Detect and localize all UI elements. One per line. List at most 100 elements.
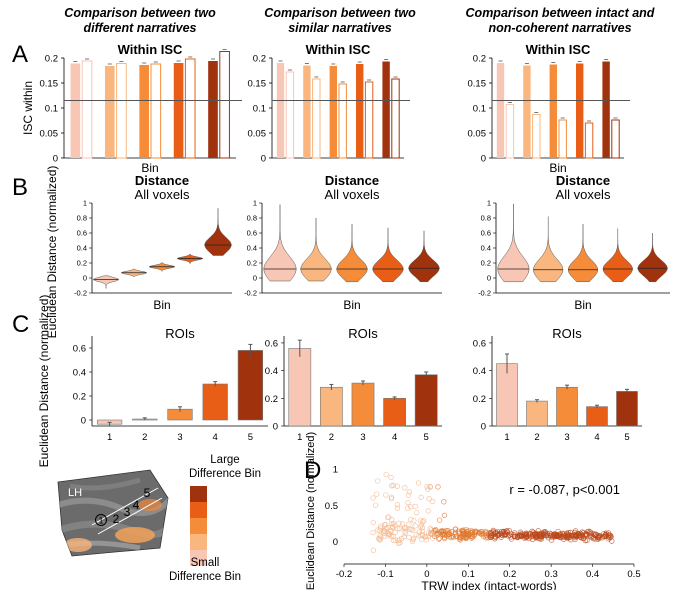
- x-tick-label: 0.4: [586, 569, 599, 580]
- scatter-point: [381, 528, 388, 534]
- y-tick-label: 0.05: [40, 129, 59, 140]
- panel-label-b: B: [12, 174, 28, 201]
- legend-swatch-4: [190, 502, 207, 518]
- scatter-point: [543, 532, 549, 539]
- y-tick-label: 0.2: [253, 54, 266, 65]
- chart-title: Within ISC: [526, 42, 591, 57]
- panel-label-a: A: [12, 41, 28, 68]
- scatter-point: [584, 537, 590, 544]
- y-tick-label: 0: [53, 154, 58, 165]
- scatter-point: [439, 528, 445, 535]
- y-tick-label: 0.15: [248, 79, 267, 90]
- scatter-point: [456, 536, 463, 542]
- x-tick-label: -0.2: [336, 569, 352, 580]
- scatter-point: [579, 532, 585, 539]
- scatter-point: [394, 483, 400, 489]
- column-title-3-line-2: non-coherent narratives: [488, 21, 631, 35]
- scatter-point: [370, 495, 376, 501]
- x-tick-label: 1: [504, 432, 509, 443]
- scatter-point: [386, 514, 392, 520]
- bar: [556, 386, 578, 427]
- scatter-point: [603, 531, 609, 538]
- scatter-point: [548, 537, 555, 543]
- scatter-point: [561, 536, 567, 542]
- y-tick-label: 1: [253, 199, 257, 208]
- x-tick-label: 1: [107, 432, 112, 443]
- roi-number-5: 5: [144, 486, 151, 500]
- chart-title: Distance: [135, 173, 189, 188]
- roi-bar-chart-noncoherent: 0 0.2 0.4 0.6 ROIs 1 2 3 4 5: [473, 326, 642, 443]
- chart-title: ROIs: [348, 326, 378, 341]
- bar-outline: [505, 104, 515, 159]
- bar-filled: [602, 61, 610, 158]
- bar: [414, 374, 438, 427]
- bar-outline: [338, 83, 347, 159]
- scatter-point: [401, 534, 407, 540]
- scatter-point: [426, 496, 432, 502]
- scatter-point: [445, 528, 451, 534]
- scatter-point: [435, 484, 441, 490]
- panel-label-c: C: [12, 311, 29, 338]
- y-tick-label: 0.2: [473, 54, 486, 65]
- column-title-3-line-1: Comparison between intact and: [466, 6, 655, 20]
- roi-marker-1: [95, 514, 107, 526]
- scatter-point: [398, 535, 405, 542]
- y-tick-label: 0.8: [481, 214, 491, 223]
- scatter-point: [370, 519, 376, 526]
- roi-number-1: 1: [98, 516, 103, 526]
- x-tick-label: 4: [392, 432, 397, 443]
- scatter-point: [385, 525, 391, 531]
- scatter-point: [423, 537, 429, 543]
- scatter-point: [519, 531, 525, 537]
- roi-bar-chart-different: 0 0.2 0.4 0.6 ROIs Euclidean Distance (normal…: [37, 295, 268, 467]
- scatter-point: [381, 522, 388, 528]
- y-axis-label: ISC within: [21, 81, 35, 135]
- scatter-point: [394, 502, 401, 508]
- chart-title: ROIs: [165, 326, 195, 341]
- scatter-point: [417, 523, 424, 530]
- bar-outline: [312, 78, 321, 159]
- y-tick-label: 0: [273, 422, 278, 433]
- x-tick-label: 0.5: [627, 569, 640, 580]
- scatter-point: [541, 532, 547, 538]
- panel-label-d: D: [304, 457, 321, 484]
- scatter-point: [372, 502, 379, 508]
- bar-filled: [523, 65, 531, 158]
- bar: [320, 386, 343, 427]
- y-tick-label: 0.4: [481, 244, 491, 253]
- x-tick-label: 0: [424, 569, 429, 580]
- scatter-point: [390, 533, 397, 540]
- scatter-point: [457, 537, 463, 543]
- y-tick-label: 0: [487, 274, 491, 283]
- y-tick-label: 0.15: [40, 79, 59, 90]
- y-tick-label: 0.4: [77, 244, 87, 253]
- scatter-point: [595, 535, 601, 541]
- scatter-point: [517, 532, 524, 539]
- scatter-point: [425, 533, 431, 540]
- scatter-point: [394, 505, 401, 511]
- scatter-point: [553, 533, 560, 539]
- scatter-point: [390, 537, 397, 543]
- scatter-point: [463, 532, 469, 539]
- violin: [408, 230, 440, 283]
- bar-filled: [382, 61, 390, 158]
- chart-title: ROIs: [552, 326, 582, 341]
- x-tick-label: 4: [213, 432, 218, 443]
- legend-large-label: Large: [210, 454, 239, 466]
- x-tick-label: 3: [564, 432, 569, 443]
- x-tick-label: 0.1: [462, 569, 475, 580]
- scatter-point: [416, 529, 422, 535]
- scatter-point: [385, 533, 391, 539]
- y-tick-label: 0: [481, 154, 486, 165]
- brain-texture: [58, 477, 168, 552]
- chart-subtitle: All voxels: [135, 187, 190, 202]
- scatter-point: [460, 531, 466, 537]
- scatter-point: [439, 531, 445, 537]
- scatter-point: [588, 534, 594, 540]
- scatter-point: [388, 494, 395, 500]
- y-tick-label: -0.2: [478, 289, 491, 298]
- x-tick-label: 3: [177, 432, 182, 443]
- x-axis-label: Bin: [549, 161, 566, 175]
- scatter-point: [560, 534, 566, 540]
